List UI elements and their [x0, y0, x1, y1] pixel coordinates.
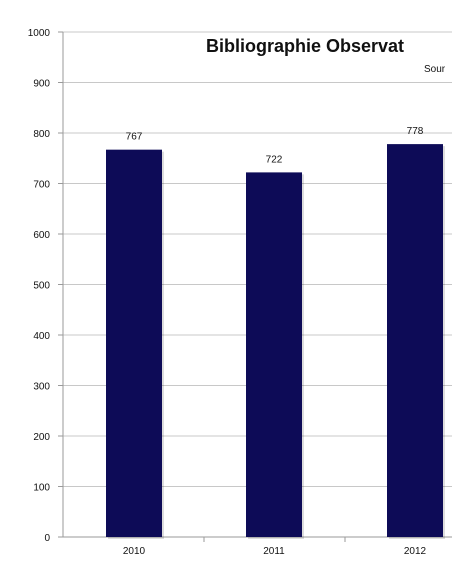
data-label-2012: 778: [407, 126, 424, 137]
y-tick-label: 100: [33, 483, 50, 494]
data-label-2011: 722: [266, 154, 283, 165]
y-tick-label: 500: [33, 281, 50, 292]
y-tick-label: 0: [44, 533, 50, 544]
bar-2010: [106, 149, 162, 538]
y-tick-label: 800: [33, 129, 50, 140]
chart-title: Bibliographie Observat: [206, 36, 404, 56]
x-tick-label-2010: 2010: [123, 546, 146, 557]
y-tick-label: 400: [33, 331, 50, 342]
bar-2011: [246, 172, 302, 537]
bar-2012: [387, 144, 443, 538]
data-label-2010: 767: [126, 132, 143, 143]
y-tick-label: 200: [33, 432, 50, 443]
y-tick-label: 700: [33, 180, 50, 191]
bars: [106, 144, 445, 540]
x-tick-label-2012: 2012: [404, 546, 427, 557]
axes: [58, 31, 346, 542]
y-tick-label: 900: [33, 79, 50, 90]
x-tick-label-2011: 2011: [263, 546, 285, 557]
y-tick-label: 1000: [28, 28, 51, 39]
y-tick-label: 300: [33, 382, 50, 393]
chart-subtitle: Sour: [424, 64, 446, 75]
labels: 0 100 200 300 400 500 600 700 800 900 1000 767 2010 7…: [28, 28, 427, 557]
y-tick-label: 600: [33, 230, 50, 241]
